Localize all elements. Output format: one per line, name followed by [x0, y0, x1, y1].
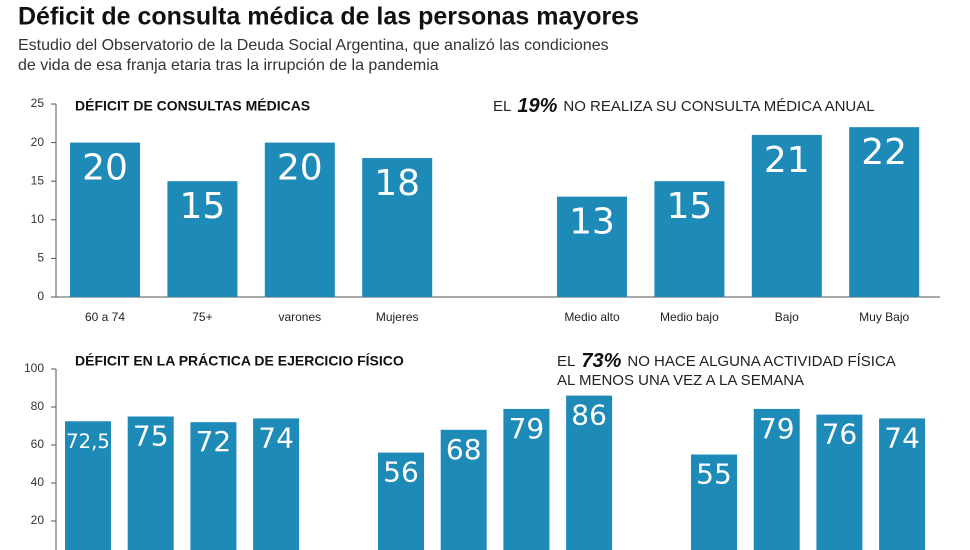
bar: [849, 127, 920, 297]
bar: [816, 414, 863, 550]
value-label: 15: [179, 186, 225, 227]
y-tick-label: 80: [31, 399, 45, 413]
x-tick-label: Bajo: [775, 310, 799, 324]
bar: [378, 452, 424, 550]
annotation-text: EL: [493, 98, 511, 115]
value-label: 76: [822, 418, 858, 451]
y-tick-label: 40: [31, 475, 45, 489]
bar: [253, 418, 300, 550]
value-label: 20: [277, 148, 323, 189]
value-label: 18: [374, 163, 420, 204]
bar: [440, 429, 487, 550]
value-label: 79: [759, 412, 795, 445]
y-tick-label: 20: [31, 135, 45, 149]
bar: [362, 158, 433, 297]
value-label: 20: [82, 148, 128, 189]
bar: [65, 421, 111, 550]
value-label: 72: [196, 425, 232, 458]
bar: [691, 454, 737, 550]
subtitle: Estudio del Observatorio de la Deuda Soc…: [18, 37, 609, 54]
x-tick-label: Medio bajo: [660, 310, 719, 324]
value-label: 72,5: [66, 430, 110, 453]
y-tick-label: 60: [31, 437, 45, 451]
y-tick-label: 10: [31, 212, 45, 226]
chart-title: DÉFICIT EN LA PRÁCTICA DE EJERCICIO FÍSI…: [75, 353, 404, 369]
y-tick-label: 5: [37, 251, 44, 265]
bar: [264, 142, 335, 297]
y-tick-label: 100: [24, 361, 44, 375]
bar: [127, 416, 174, 550]
x-tick-label: 75+: [192, 310, 212, 324]
annotation: AL MENOS UNA VEZ A LA SEMANA: [557, 372, 804, 389]
x-tick-label: Muy Bajo: [859, 310, 909, 324]
value-label: 22: [861, 132, 907, 173]
annotation-highlight: 19%: [517, 95, 557, 117]
annotation-text: NO HACE ALGUNA ACTIVIDAD FÍSICA: [627, 353, 895, 370]
annotation: EL 73% NO HACE ALGUNA ACTIVIDAD FÍSICA: [557, 350, 896, 372]
x-tick-label: 60 a 74: [85, 310, 125, 324]
x-tick-label: Mujeres: [376, 310, 419, 324]
x-tick-label: Medio alto: [564, 310, 620, 324]
annotation-highlight: 73%: [581, 350, 621, 372]
y-tick-label: 25: [31, 96, 45, 110]
value-label: 79: [509, 412, 545, 445]
y-tick-label: 0: [37, 289, 44, 303]
bar: [70, 142, 140, 297]
y-tick-label: 15: [31, 173, 45, 187]
value-label: 56: [383, 456, 419, 489]
bar: [654, 181, 725, 297]
subtitle: de vida de esa franja etaria tras la irr…: [18, 57, 439, 74]
value-label: 74: [884, 421, 920, 454]
value-label: 55: [696, 458, 732, 491]
title: Déficit de consulta médica de las person…: [18, 3, 639, 31]
bar: [753, 408, 800, 550]
bar: [751, 134, 822, 297]
x-tick-label: varones: [278, 310, 321, 324]
value-label: 86: [571, 399, 607, 432]
value-label: 75: [133, 420, 169, 453]
annotation: EL 19% NO REALIZA SU CONSULTA MÉDICA ANUAL: [493, 95, 875, 117]
y-tick-label: 20: [31, 513, 45, 527]
bar: [879, 418, 926, 550]
chart-title: DÉFICIT DE CONSULTAS MÉDICAS: [75, 98, 310, 114]
annotation-text: NO REALIZA SU CONSULTA MÉDICA ANUAL: [563, 98, 874, 115]
bar: [167, 181, 238, 297]
value-label: 74: [258, 421, 294, 454]
bar: [503, 408, 550, 550]
value-label: 15: [666, 186, 712, 227]
value-label: 21: [764, 140, 810, 181]
value-label: 68: [446, 433, 482, 466]
bar: [557, 196, 627, 297]
bar: [566, 395, 613, 550]
annotation-text: EL: [557, 353, 575, 370]
value-label: 13: [569, 202, 615, 243]
bar: [190, 422, 237, 550]
